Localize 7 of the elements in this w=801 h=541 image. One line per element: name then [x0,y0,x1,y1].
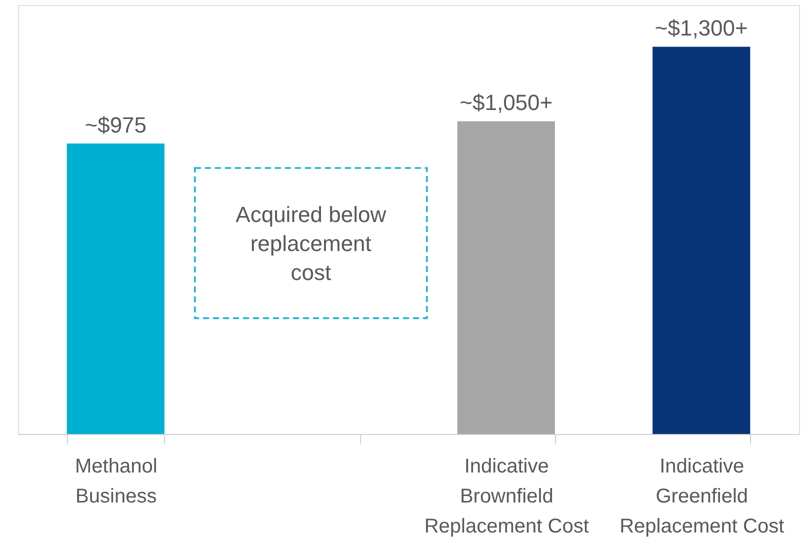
x-tick-label: Indicative Greenfield Replacement Cost [620,456,785,538]
annotation: Acquired below replacement cost [236,202,386,286]
data-label: ~$1,300+ [654,16,748,41]
x-tick-label: Indicative Brownfield Replacement Cost [424,456,590,538]
x-tick-label: Methanol Business [74,456,158,508]
data-label: ~$1,050+ [460,90,553,116]
data-label: ~$975 [84,112,147,138]
